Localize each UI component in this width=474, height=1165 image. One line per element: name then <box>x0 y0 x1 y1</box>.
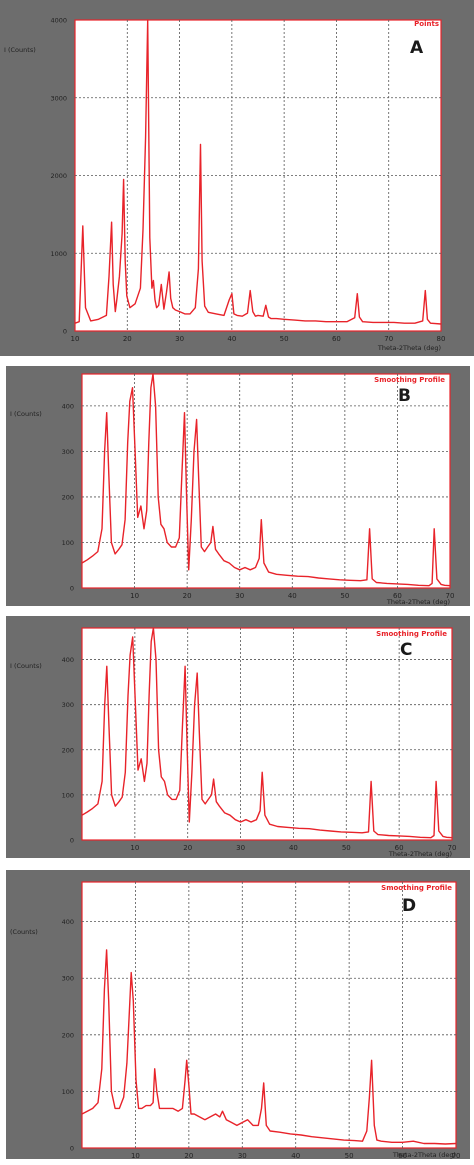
x-tick-label: 40 <box>288 592 297 600</box>
legend-label: Points <box>414 20 439 28</box>
y-tick-label: 0 <box>63 328 67 336</box>
x-tick-label: 50 <box>342 844 351 852</box>
x-tick-label: 30 <box>235 592 244 600</box>
x-tick-label: 10 <box>130 592 139 600</box>
y-tick-label: 300 <box>62 448 74 456</box>
x-tick-label: 20 <box>123 335 132 343</box>
y-tick-label: 200 <box>62 493 74 501</box>
x-tick-label: 20 <box>183 844 192 852</box>
panel-a: 10 20 30 40 50 60 70 80 0 1000 2000 3000 4000 I (Coun… <box>0 0 474 356</box>
x-tick-label: 70 <box>446 592 455 600</box>
plot-area <box>74 19 442 332</box>
y-tick-label: 100 <box>62 1088 74 1096</box>
x-tick-label: 40 <box>227 335 236 343</box>
x-tick-label: 10 <box>130 844 139 852</box>
y-axis-label: I (Counts) <box>10 410 42 418</box>
x-axis-label: Theta-2Theta (deg) <box>392 1151 456 1159</box>
y-tick-label: 1000 <box>50 250 67 258</box>
series-line <box>81 949 457 1145</box>
y-tick-label: 0 <box>70 1145 74 1153</box>
y-tick-label: 3000 <box>50 94 67 102</box>
legend-label: Smoothing Profile <box>381 884 452 892</box>
y-tick-label: 400 <box>62 656 74 664</box>
x-tick-label: 70 <box>452 1152 461 1160</box>
series-line <box>74 19 442 325</box>
series-line <box>81 627 453 839</box>
legend-label: Smoothing Profile <box>374 376 445 384</box>
x-tick-label: 60 <box>393 592 402 600</box>
plot-area <box>81 373 451 589</box>
x-tick-label: 40 <box>289 844 298 852</box>
y-tick-label: 4000 <box>50 17 67 25</box>
x-axis-label: Theta-2Theta (deg) <box>388 850 452 858</box>
x-tick-label: 50 <box>345 1152 354 1160</box>
x-tick-label: 50 <box>280 335 289 343</box>
legend-label: Smoothing Profile <box>376 630 447 638</box>
y-tick-label: 100 <box>62 791 74 799</box>
panel-letter: D <box>402 896 416 916</box>
plot-area <box>81 881 457 1149</box>
series-line <box>81 373 451 587</box>
y-tick-label: 300 <box>62 701 74 709</box>
x-tick-label: 60 <box>395 844 404 852</box>
x-tick-label: 10 <box>131 1152 140 1160</box>
panel-letter: B <box>398 386 411 406</box>
y-tick-label: 200 <box>62 1031 74 1039</box>
x-tick-label: 70 <box>448 844 457 852</box>
x-tick-label: 50 <box>340 592 349 600</box>
y-axis-label: (Counts) <box>10 928 38 936</box>
plot-area <box>81 627 453 841</box>
x-tick-label: 70 <box>384 335 393 343</box>
panel-letter: A <box>410 38 424 58</box>
x-tick-label: 80 <box>437 335 446 343</box>
chart-b: 10 20 30 40 50 60 70 0 100 200 300 400 I (Counts) The… <box>6 366 470 606</box>
panel-b: 10 20 30 40 50 60 70 0 100 200 300 400 I (Counts) The… <box>0 362 474 610</box>
x-tick-label: 60 <box>398 1152 407 1160</box>
x-tick-label: 30 <box>236 844 245 852</box>
x-axis-label: Theta-2Theta (deg) <box>386 598 450 606</box>
panel-c: 10 20 30 40 50 60 70 0 100 200 300 400 I (Counts) The… <box>0 614 474 864</box>
x-tick-label: 40 <box>291 1152 300 1160</box>
x-axis-label: Theta-2Theta (deg) <box>377 344 441 352</box>
chart-a: 10 20 30 40 50 60 70 80 0 1000 2000 3000 4000 I (Coun… <box>0 0 474 356</box>
y-axis-label: I (Counts) <box>10 662 42 670</box>
chart-c: 10 20 30 40 50 60 70 0 100 200 300 400 I (Counts) The… <box>6 616 470 858</box>
y-tick-label: 0 <box>70 837 74 845</box>
y-tick-label: 400 <box>62 918 74 926</box>
x-tick-label: 20 <box>183 592 192 600</box>
x-tick-label: 10 <box>71 335 80 343</box>
y-tick-label: 2000 <box>50 172 67 180</box>
y-tick-label: 300 <box>62 975 74 983</box>
y-tick-label: 200 <box>62 746 74 754</box>
x-tick-label: 20 <box>184 1152 193 1160</box>
x-tick-label: 60 <box>332 335 341 343</box>
x-tick-label: 30 <box>175 335 184 343</box>
y-tick-label: 400 <box>62 402 74 410</box>
y-tick-label: 100 <box>62 539 74 547</box>
x-tick-label: 30 <box>238 1152 247 1160</box>
y-tick-label: 0 <box>70 585 74 593</box>
y-axis-label: I (Counts) <box>4 46 36 54</box>
panel-d: 10 20 30 40 50 60 70 0 100 200 300 400 (Counts) Theta… <box>0 868 474 1161</box>
chart-d: 10 20 30 40 50 60 70 0 100 200 300 400 (Counts) Theta… <box>6 870 470 1160</box>
panel-letter: C <box>400 640 412 660</box>
